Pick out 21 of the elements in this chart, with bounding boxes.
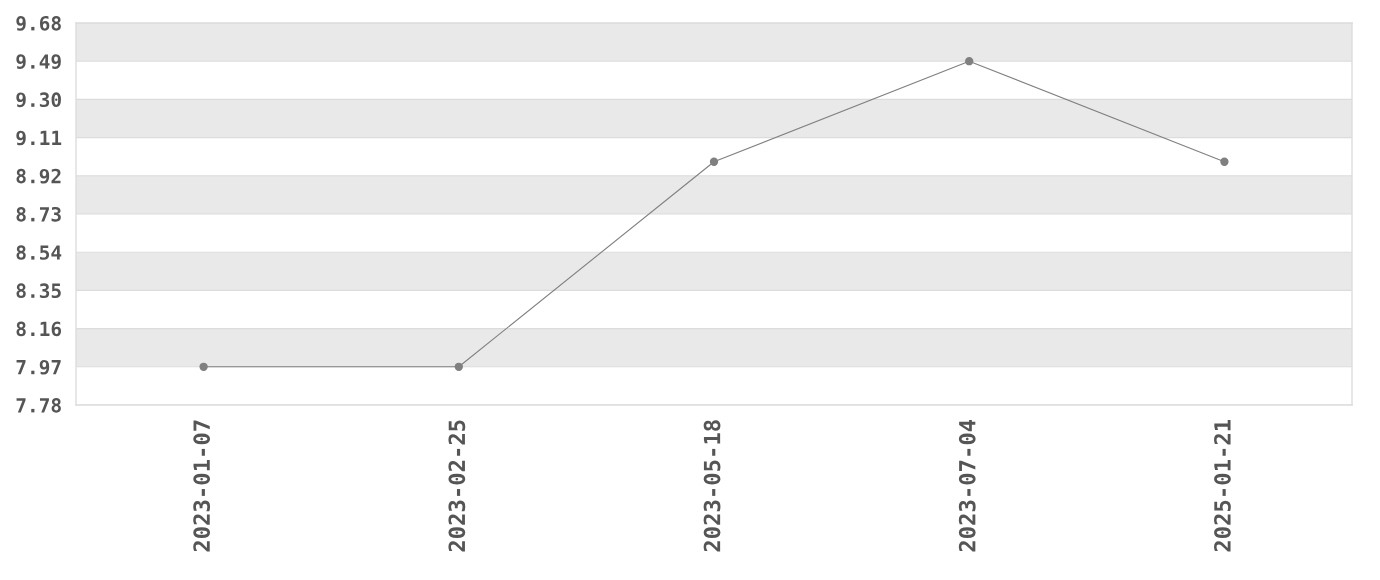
x-tick-label: 2023-07-04 bbox=[958, 419, 976, 552]
point bbox=[709, 157, 719, 166]
x-tick-label: 2025-01-21 bbox=[1214, 419, 1231, 552]
point bbox=[199, 362, 208, 371]
point bbox=[454, 362, 463, 371]
y-tick-label: 9.30 bbox=[16, 92, 61, 108]
y-tick-label: 9.68 bbox=[16, 15, 61, 31]
y-tick-label: 8.35 bbox=[16, 283, 61, 299]
y-tick-label: 9.11 bbox=[16, 130, 62, 146]
point bbox=[1220, 157, 1229, 166]
y-tick-label: 9.49 bbox=[16, 54, 61, 69]
x-tick-label: 2023-02-25 bbox=[448, 420, 466, 552]
y-tick-label: 8.92 bbox=[16, 168, 61, 184]
y-tick-label: 8.16 bbox=[16, 321, 62, 337]
y-tick-label: 8.73 bbox=[16, 206, 61, 222]
y-tick-label: 7.78 bbox=[16, 397, 61, 413]
y-tick-label: 7.97 bbox=[16, 359, 61, 375]
point bbox=[965, 57, 974, 66]
x-tick-label: 2023-05-18 bbox=[703, 420, 721, 552]
y-tick-label: 8.54 bbox=[16, 245, 62, 260]
x-tick-label: 2023-01-07 bbox=[193, 420, 211, 552]
